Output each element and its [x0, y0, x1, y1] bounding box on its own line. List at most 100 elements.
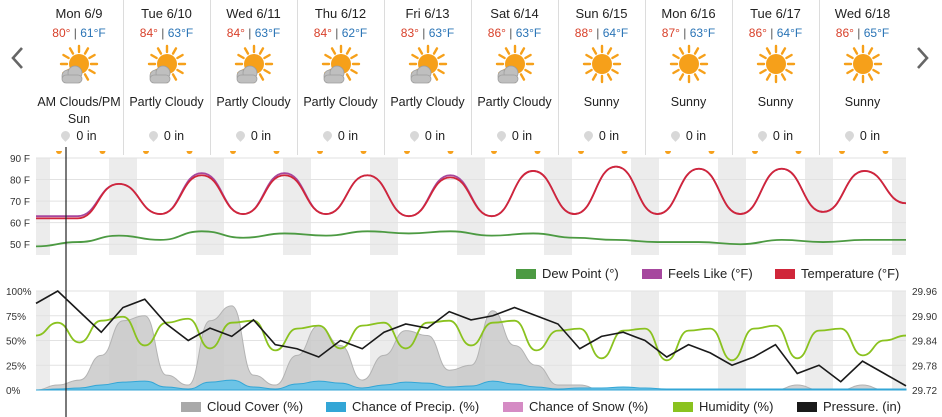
temp-axis-tick: 90 F [10, 154, 30, 165]
raindrop-icon [321, 129, 334, 142]
day-high: 80° [52, 26, 71, 40]
dew-point-swatch [516, 268, 536, 279]
sun-icon [580, 44, 624, 88]
day-condition: Sunny [844, 95, 881, 109]
forecast-day[interactable]: Fri 6/13 83° | 63°F Partly Cloudy 0 in [384, 0, 470, 155]
day-low: 63°F [689, 26, 716, 40]
day-high: 87° [661, 26, 680, 40]
legend-label: Feels Like (°F) [668, 266, 753, 281]
percent-axis-tick: 25% [6, 361, 26, 372]
day-low: 65°F [863, 26, 890, 40]
day-date: Mon 6/16 [661, 6, 716, 21]
day-precip: 0 in [646, 129, 731, 143]
day-low: 63°F [254, 26, 281, 40]
sun-icon [841, 44, 885, 88]
legend-label: Chance of Precip. (%) [352, 399, 480, 414]
day-date: Tue 6/17 [750, 6, 801, 21]
raindrop-icon [756, 129, 769, 142]
legend-dew-point[interactable]: Dew Point (°) [516, 266, 619, 281]
forecast-day[interactable]: Thu 6/12 84° | 62°F Partly Cloudy 0 in [297, 0, 383, 155]
pressure-axis-tick: 29.84 [912, 337, 937, 348]
snow-swatch [503, 401, 523, 412]
day-low: 62°F [341, 26, 368, 40]
day-condition: Partly Cloudy [303, 95, 378, 109]
forecast-day[interactable]: Tue 6/17 86° | 64°F Sunny 0 in [732, 0, 818, 155]
daily-forecast-strip: Mon 6/9 80° | 61°F AM Clouds/PM Sun 0 in Tue… [36, 0, 906, 155]
humidity-line [35, 315, 907, 362]
pressure-axis-tick: 29.90 [912, 312, 937, 323]
chevron-right-icon [917, 47, 929, 69]
day-date: Sun 6/15 [575, 6, 628, 21]
day-date: Wed 6/11 [226, 6, 281, 21]
legend-pressure[interactable]: Pressure. (in) [797, 399, 901, 414]
day-date: Wed 6/18 [834, 6, 891, 21]
percent-axis-tick: 75% [6, 312, 26, 323]
legend-precip[interactable]: Chance of Precip. (%) [326, 399, 479, 414]
forecast-day[interactable]: Wed 6/11 84° | 63°F Partly Cloudy 0 in [210, 0, 296, 155]
legend-label: Temperature (°F) [801, 266, 900, 281]
day-high: 86° [748, 26, 767, 40]
legend-snow[interactable]: Chance of Snow (%) [503, 399, 648, 414]
day-temps: 86° | 64°F [748, 26, 803, 40]
forecast-day[interactable]: Tue 6/10 84° | 63°F Partly Cloudy 0 in [123, 0, 209, 155]
precip-amount: 0 in [859, 129, 881, 143]
sun-icon [667, 44, 711, 88]
day-precip: 0 in [820, 129, 905, 143]
sun-cloud-icon [57, 44, 101, 88]
legend-cloud-cover[interactable]: Cloud Cover (%) [181, 399, 303, 414]
raindrop-icon [234, 129, 247, 142]
forecast-day[interactable]: Sat 6/14 86° | 63°F Partly Cloudy 0 in [471, 0, 557, 155]
raindrop-icon [843, 129, 856, 142]
day-temps: 84° | 62°F [313, 26, 368, 40]
pressure-axis-tick: 29.72 [912, 386, 937, 397]
legend-label: Dew Point (°) [542, 266, 619, 281]
pressure-line [35, 290, 907, 387]
precip-amount: 0 in [337, 129, 359, 143]
precip-amount: 0 in [250, 129, 272, 143]
precip-amount: 0 in [511, 129, 533, 143]
day-temps: 86° | 63°F [487, 26, 542, 40]
cloud-cover-swatch [181, 401, 201, 412]
day-condition: Partly Cloudy [129, 95, 204, 109]
precip-swatch [326, 401, 346, 412]
precip-amount: 0 in [685, 129, 707, 143]
day-condition: Sunny [757, 95, 794, 109]
day-date: Tue 6/10 [141, 6, 192, 21]
day-temps: 87° | 63°F [661, 26, 716, 40]
day-precip: 0 in [124, 129, 209, 143]
legend-feels-like[interactable]: Feels Like (°F) [642, 266, 753, 281]
day-high: 84° [313, 26, 332, 40]
previous-days-button[interactable] [6, 40, 30, 76]
raindrop-icon [582, 129, 595, 142]
pressure-axis-tick: 29.96 [912, 287, 937, 298]
day-high: 84° [226, 26, 245, 40]
sun-cloud-icon [232, 44, 276, 88]
pressure-swatch [797, 401, 817, 412]
precip-amount: 0 in [424, 129, 446, 143]
forecast-day[interactable]: Sun 6/15 88° | 64°F Sunny 0 in [558, 0, 644, 155]
legend-temperature[interactable]: Temperature (°F) [775, 266, 899, 281]
day-condition: Sunny [583, 95, 620, 109]
forecast-day[interactable]: Wed 6/18 86° | 65°F Sunny 0 in [819, 0, 905, 155]
hourly-charts: 90 F 80 F 70 F 60 F 50 F 100% 75% 50% 25% 0% 29.96… [6, 147, 937, 417]
chevron-left-icon [11, 47, 23, 69]
legend-label: Humidity (%) [699, 399, 774, 414]
day-low: 63°F [428, 26, 455, 40]
day-precip: 0 in [472, 129, 557, 143]
sun-cloud-icon [319, 44, 363, 88]
forecast-day[interactable]: Mon 6/9 80° | 61°F AM Clouds/PM Sun 0 in [36, 0, 122, 155]
temp-axis-tick: 60 F [10, 219, 30, 230]
day-precip: 0 in [733, 129, 818, 143]
day-condition: Partly Cloudy [216, 95, 291, 109]
forecast-day[interactable]: Mon 6/16 87° | 63°F Sunny 0 in [645, 0, 731, 155]
next-days-button[interactable] [910, 40, 934, 76]
precip-area [35, 379, 907, 391]
percent-axis-tick: 50% [6, 337, 26, 348]
day-temps: 86° | 65°F [835, 26, 890, 40]
day-date: Sat 6/14 [490, 6, 539, 21]
legend-label: Pressure. (in) [823, 399, 902, 414]
raindrop-icon [495, 129, 508, 142]
feels-like-swatch [642, 268, 662, 279]
precip-amount: 0 in [772, 129, 794, 143]
legend-humidity[interactable]: Humidity (%) [673, 399, 773, 414]
